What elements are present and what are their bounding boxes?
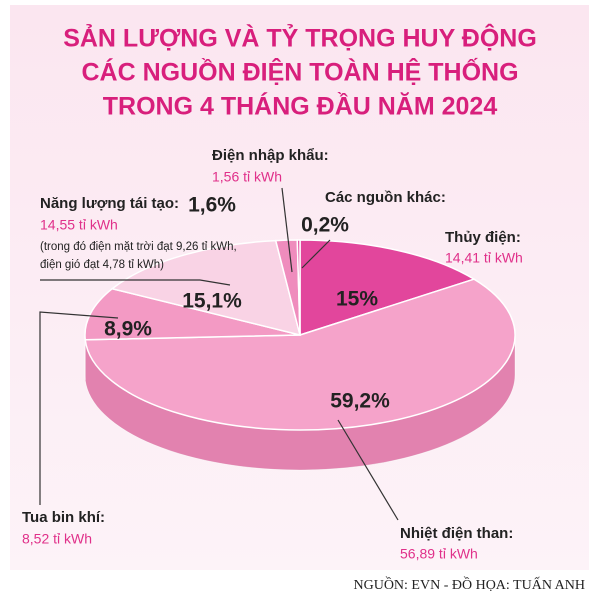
- category-label: Các nguồn khác:: [325, 189, 446, 206]
- value-label: 15%: [336, 288, 378, 311]
- slice: [84, 278, 516, 431]
- chart-title: CÁC NGUỒN ĐIỆN TOÀN HỆ THỐNG: [81, 57, 518, 87]
- value-label: 8,9%: [104, 318, 152, 341]
- note: điện gió đạt 4,78 tỉ kWh): [40, 259, 164, 271]
- value-label: 15,1%: [182, 290, 242, 313]
- leader-line: [39, 311, 119, 505]
- category-label: Năng lượng tái tạo:: [40, 195, 179, 212]
- leader-line: [281, 187, 293, 273]
- category-label: Tua bin khí:: [22, 509, 105, 526]
- category-label: Điện nhập khẩu:: [212, 147, 329, 164]
- amount-label: 14,55 tỉ kWh: [40, 217, 118, 233]
- slice: [110, 239, 302, 337]
- amount-label: 14,41 tỉ kWh: [445, 250, 523, 266]
- amount-label: 56,89 tỉ kWh: [400, 546, 478, 562]
- slice-side-shade: [85, 335, 516, 470]
- amount-label: 1,56 tỉ kWh: [212, 169, 282, 185]
- category-label: Nhiệt điện than:: [400, 525, 513, 542]
- slice: [296, 239, 301, 336]
- note: (trong đó điện mặt trời đạt 9,26 tỉ kWh,: [40, 241, 237, 253]
- chart-title: SẢN LƯỢNG VÀ TỶ TRỌNG HUY ĐỘNG: [63, 23, 537, 53]
- value-label: 59,2%: [330, 390, 390, 413]
- leader-line: [337, 419, 399, 521]
- value-label: 1,6%: [188, 194, 236, 217]
- leader-line: [301, 239, 331, 269]
- slice: [299, 239, 476, 337]
- slice: [84, 287, 301, 341]
- source: NGUỒN: EVN - ĐỒ HỌA: TUẤN ANH: [353, 575, 585, 593]
- amount-label: 8,52 tỉ kWh: [22, 531, 92, 547]
- value-label: 0,2%: [301, 214, 349, 237]
- leader-line: [40, 279, 231, 286]
- category-label: Thủy điện:: [445, 229, 521, 246]
- chart-title: TRONG 4 THÁNG ĐẦU NĂM 2024: [103, 92, 498, 121]
